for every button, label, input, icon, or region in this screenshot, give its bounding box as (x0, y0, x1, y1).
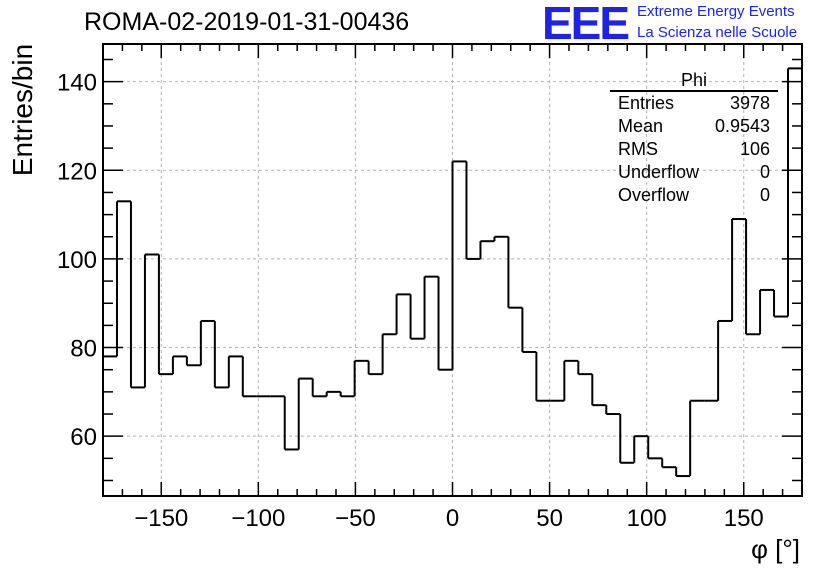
stats-value: 0 (759, 162, 770, 182)
tick-label-layer: −150 −100 −50 0 50 100 150 60 80 100 120 140 (57, 70, 764, 532)
stats-box: Phi Entries 3978 Mean 0.9543 RMS 106 Und… (608, 70, 778, 207)
eee-logo: EEE (542, 0, 630, 49)
x-tick-label: −50 (335, 505, 376, 532)
y-tick-label: 80 (70, 336, 97, 363)
stats-value: 0 (759, 185, 770, 205)
x-tick-label: 100 (627, 505, 667, 532)
x-tick-label: 0 (446, 505, 459, 532)
stats-row-underflow: Underflow 0 (608, 161, 778, 184)
x-tick-label: −150 (134, 505, 188, 532)
stats-row-entries: Entries 3978 (608, 92, 778, 115)
histogram-layer (103, 67, 802, 478)
stats-label: Overflow (618, 185, 690, 205)
y-tick-label: 120 (57, 158, 97, 185)
stats-value: 3978 (729, 93, 770, 113)
y-tick-label: 140 (57, 70, 97, 97)
stats-value: 0.9543 (714, 116, 770, 136)
x-tick-label: 150 (724, 505, 764, 532)
stats-row-mean: Mean 0.9543 (608, 115, 778, 138)
stats-label: Entries (618, 93, 675, 113)
stats-label: RMS (618, 139, 658, 159)
chart-title: ROMA-02-2019-01-31-00436 (84, 8, 410, 36)
stats-label: Mean (618, 116, 664, 136)
logo-line-1: Extreme Energy Events (637, 3, 795, 20)
stats-row-rms: RMS 106 (608, 138, 778, 161)
axis-layer (102, 43, 803, 497)
stats-label: Underflow (618, 162, 700, 182)
stats-row-overflow: Overflow 0 (608, 184, 778, 207)
stats-value: 106 (739, 139, 770, 159)
x-tick-label: 50 (536, 505, 563, 532)
y-tick-label: 100 (57, 247, 97, 274)
x-axis-label: φ [°] (751, 534, 800, 564)
logo-line-2: La Scienza nelle Scuole (637, 24, 798, 41)
y-tick-label: 60 (70, 424, 97, 451)
stats-title: Phi (610, 70, 778, 92)
y-axis-label: Entries/bin (7, 44, 38, 176)
x-tick-label: −100 (231, 505, 285, 532)
